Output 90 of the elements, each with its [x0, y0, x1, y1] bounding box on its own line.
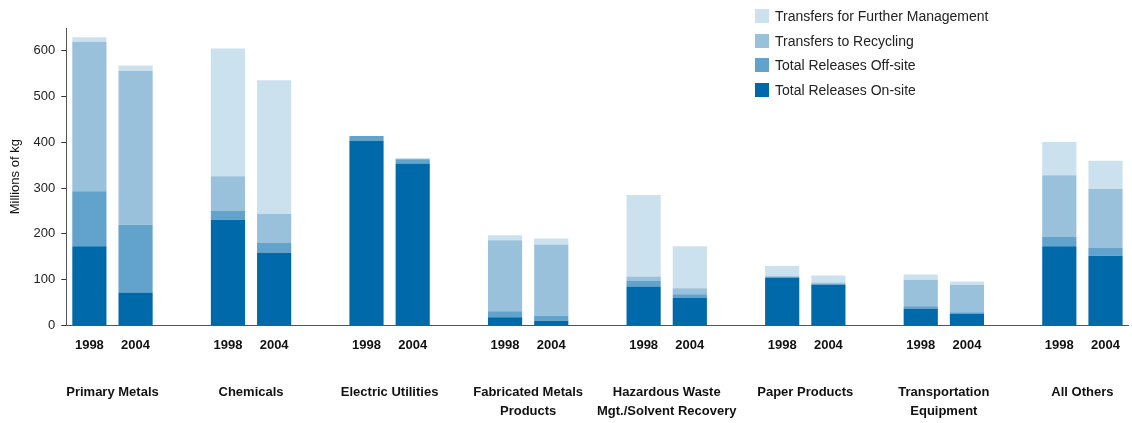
bar: [118, 71, 153, 225]
text: Paper Products: [757, 384, 854, 400]
bar: [72, 246, 107, 325]
bar: [534, 238, 569, 245]
bar: [811, 284, 846, 325]
bar: [949, 281, 985, 285]
bar: [487, 240, 523, 312]
bar: [903, 306, 938, 309]
bar: [903, 274, 938, 280]
bar: [257, 213, 292, 244]
bar: [349, 141, 384, 325]
y-axis-title: Millions of kg: [7, 139, 23, 215]
bar: [395, 159, 430, 164]
bar: [765, 265, 800, 277]
x-tick-label: 1998: [767, 336, 797, 352]
bar: [903, 308, 938, 325]
bar: [1042, 246, 1077, 325]
bar: [210, 48, 246, 177]
x-tick-label: 2004: [813, 336, 844, 352]
legend-label: Transfers to Recycling: [775, 32, 914, 49]
legend-label: Transfers for Further Management: [775, 8, 989, 25]
y-tick-label: 0: [48, 316, 56, 332]
x-tick-label: 1998: [352, 336, 381, 352]
bar: [949, 284, 985, 313]
bar: [1042, 237, 1077, 247]
x-tick-label: 2004: [398, 336, 428, 352]
bar: [349, 135, 384, 142]
x-tick-label: 2004: [121, 336, 151, 352]
x-tick-label: 1998: [906, 336, 936, 352]
y-tick-label: 500: [33, 88, 56, 104]
bar: [1088, 160, 1123, 190]
y-tick-label: 400: [33, 133, 56, 149]
bar: [1042, 175, 1077, 238]
bar: [672, 297, 707, 325]
y-tick-label: 600: [33, 42, 56, 58]
bar: [949, 313, 985, 325]
text: Hazardous Waste Mgt./Solvent Recovery: [597, 384, 738, 419]
bar: [118, 292, 153, 325]
x-tick-label: 2004: [952, 336, 983, 352]
bar: [210, 210, 246, 220]
bar: [626, 286, 661, 325]
bar: [72, 191, 107, 247]
legend-label: Total Releases Off-site: [775, 57, 916, 74]
bar: [257, 253, 292, 325]
bar: [534, 315, 569, 321]
bar: [72, 41, 107, 192]
text: Fabricated Metals Products: [473, 384, 584, 419]
bar: [1042, 141, 1077, 176]
text: Transportation Equipment: [898, 384, 990, 419]
text: Chemicals: [218, 384, 284, 400]
text: Primary Metals: [66, 384, 159, 400]
bar: [487, 311, 523, 318]
bar: [257, 80, 292, 214]
bar: [118, 224, 153, 293]
bar: [1088, 255, 1123, 325]
bar: [210, 219, 246, 325]
x-tick-label: 1998: [74, 336, 104, 352]
y-tick-label: 300: [33, 179, 56, 195]
legend-label: Total Releases On-site: [775, 81, 916, 98]
bar: [672, 288, 707, 295]
bar: [487, 235, 523, 241]
bar: [257, 243, 292, 254]
bar: [1088, 189, 1123, 249]
y-tick-label: 200: [33, 225, 56, 241]
x-tick-label: 1998: [1044, 336, 1074, 352]
bar: [672, 294, 707, 298]
text: Electric Utilities: [340, 384, 439, 400]
bar: [626, 276, 661, 281]
x-tick-label: 2004: [1091, 336, 1121, 352]
bar: [534, 320, 569, 325]
bar: [1088, 248, 1123, 256]
bar: [765, 277, 800, 325]
bar: [118, 65, 153, 72]
bar: [72, 37, 107, 42]
bar: [210, 176, 246, 211]
text: All Others: [1051, 384, 1114, 400]
x-tick-label: 1998: [629, 336, 659, 352]
bar: [626, 280, 661, 287]
x-tick-label: 2004: [675, 336, 706, 352]
bar: [672, 246, 707, 289]
x-tick-label: 1998: [213, 336, 243, 352]
x-tick-label: 1998: [490, 336, 520, 352]
x-tick-label: 2004: [259, 336, 290, 352]
bar: [534, 244, 569, 316]
y-tick-label: 100: [33, 271, 56, 287]
x-tick-label: 2004: [536, 336, 567, 352]
bar: [626, 195, 661, 277]
bar: [903, 279, 938, 307]
bar: [487, 317, 523, 325]
bar: [395, 163, 430, 325]
